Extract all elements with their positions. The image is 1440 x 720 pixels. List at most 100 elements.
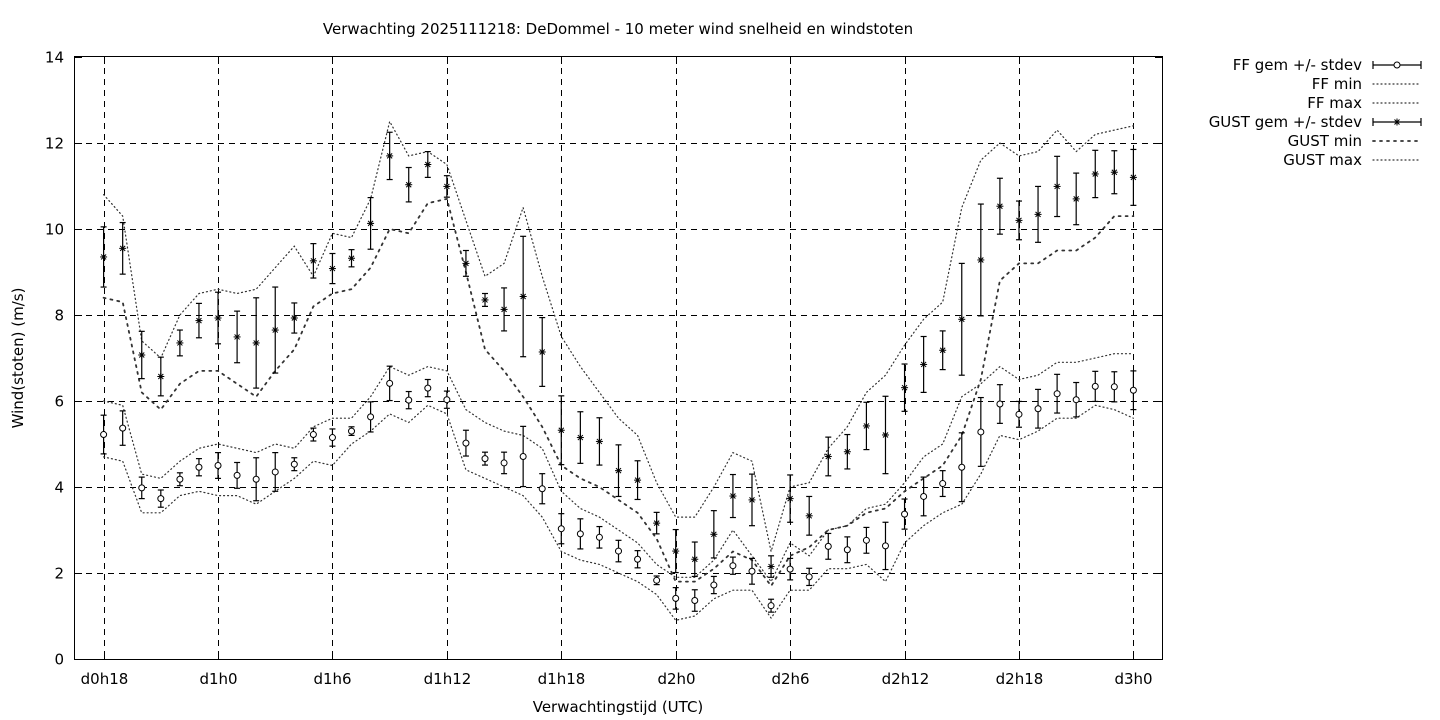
star-marker xyxy=(462,259,470,267)
circle-marker xyxy=(119,424,127,432)
data-point xyxy=(901,498,909,530)
x-tick-label: d2h18 xyxy=(996,670,1044,688)
circle-marker xyxy=(157,495,165,503)
circle-marker xyxy=(100,431,108,439)
star-marker xyxy=(786,495,794,503)
circle-marker xyxy=(1053,390,1061,398)
data-point xyxy=(424,151,432,178)
y-axis-ticks: 0 2 4 6 8 10 12 14 xyxy=(45,49,1162,669)
data-point xyxy=(1110,371,1118,403)
series-line-4 xyxy=(102,197,1135,588)
star-marker xyxy=(405,181,413,189)
star-marker xyxy=(538,348,546,356)
star-marker xyxy=(1393,118,1401,126)
circle-marker xyxy=(348,427,356,435)
circle-marker xyxy=(653,576,661,584)
x-axis-ticks: d0h18 d1h0 d1h6 d1h12 d1h18 d2h0 d2h6 d2h12 d2h1… xyxy=(81,57,1153,688)
circle-marker xyxy=(462,439,470,447)
data-point xyxy=(805,495,813,536)
data-point xyxy=(348,249,356,268)
star-marker xyxy=(1034,210,1042,218)
star-marker xyxy=(271,326,279,334)
circle-marker xyxy=(595,533,603,541)
data-point xyxy=(920,476,928,517)
data-point xyxy=(233,310,241,364)
data-point xyxy=(881,521,889,571)
star-marker xyxy=(691,555,699,563)
data-point xyxy=(615,539,622,563)
y-axis-label: Wind(stoten) (m/s) xyxy=(9,288,27,429)
data-point xyxy=(386,131,394,181)
data-point xyxy=(328,252,336,285)
star-marker xyxy=(443,182,451,190)
data-point xyxy=(1034,388,1042,429)
circle-marker xyxy=(1091,382,1099,390)
circle-marker xyxy=(748,567,756,575)
circle-marker xyxy=(862,536,870,544)
data-point xyxy=(405,166,413,203)
data-point xyxy=(328,428,336,447)
star-marker xyxy=(634,476,642,484)
y-tick-label: 8 xyxy=(54,307,64,325)
star-marker xyxy=(100,253,108,261)
circle-marker xyxy=(214,462,222,469)
star-marker xyxy=(481,296,489,304)
series-line-5 xyxy=(102,119,1135,552)
y-tick-label: 6 xyxy=(54,393,64,411)
data-point xyxy=(767,598,775,613)
data-point xyxy=(443,175,451,198)
data-point xyxy=(462,429,470,457)
data-point xyxy=(500,451,508,475)
star-marker xyxy=(386,152,394,160)
data-point xyxy=(748,473,756,527)
circle-marker xyxy=(138,484,146,492)
star-marker xyxy=(653,519,661,527)
data-point xyxy=(901,363,909,412)
circle-marker xyxy=(576,530,584,538)
circle-marker xyxy=(252,475,260,483)
star-marker xyxy=(920,360,928,368)
data-point xyxy=(615,444,622,498)
star-marker xyxy=(500,305,508,313)
x-tick-label: d0h18 xyxy=(81,670,129,688)
data-point xyxy=(252,457,260,502)
star-marker xyxy=(595,437,603,445)
star-marker xyxy=(176,339,184,347)
data-point xyxy=(862,401,870,451)
data-point xyxy=(634,550,642,569)
y-tick-label: 4 xyxy=(54,479,64,497)
star-marker xyxy=(672,547,680,555)
circle-marker xyxy=(328,434,336,442)
data-point xyxy=(176,472,184,487)
star-marker xyxy=(1110,168,1118,176)
data-point xyxy=(576,411,584,464)
series-line-2 xyxy=(102,353,1135,583)
data-point xyxy=(710,510,718,559)
data-point xyxy=(557,395,565,466)
circle-marker xyxy=(538,485,546,493)
data-point xyxy=(138,330,146,380)
data-point xyxy=(481,292,489,307)
circle-marker xyxy=(881,542,889,550)
legend-label: FF gem +/- stdev xyxy=(1233,56,1362,74)
star-marker xyxy=(862,422,870,430)
star-marker xyxy=(367,219,375,227)
star-marker xyxy=(1091,170,1099,178)
data-point xyxy=(214,452,222,479)
x-tick-label: d2h0 xyxy=(657,670,695,688)
data-point xyxy=(519,235,527,358)
star-marker xyxy=(1053,182,1061,190)
data-point xyxy=(729,473,737,519)
data-point xyxy=(500,287,508,332)
circle-marker xyxy=(958,463,966,471)
data-point xyxy=(424,378,432,398)
data-point xyxy=(367,197,375,250)
data-point xyxy=(481,451,489,466)
circle-marker xyxy=(901,510,909,518)
data-point xyxy=(691,541,699,578)
star-marker xyxy=(1015,216,1023,224)
data-point xyxy=(843,433,851,470)
x-axis-label: Verwachtingstijd (UTC) xyxy=(533,698,704,716)
data-point xyxy=(920,335,928,393)
star-marker xyxy=(881,431,889,439)
